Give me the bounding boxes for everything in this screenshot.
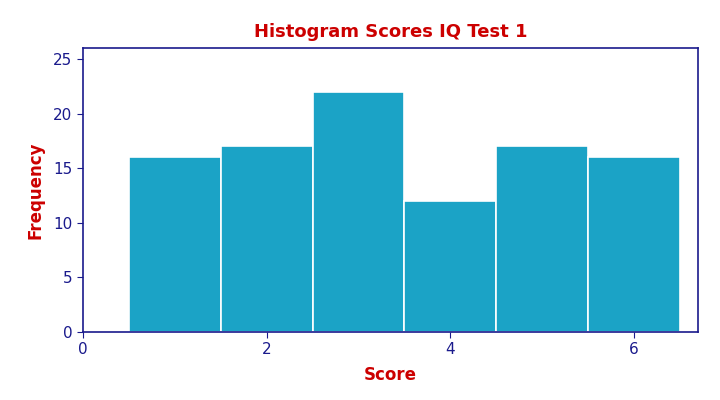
Bar bbox=[588, 157, 680, 332]
Y-axis label: Frequency: Frequency bbox=[27, 141, 45, 239]
Title: Histogram Scores IQ Test 1: Histogram Scores IQ Test 1 bbox=[254, 23, 527, 41]
Bar bbox=[496, 146, 588, 332]
X-axis label: Score: Score bbox=[364, 366, 417, 384]
Bar bbox=[220, 146, 312, 332]
Bar bbox=[129, 157, 220, 332]
Bar bbox=[405, 201, 496, 332]
Bar bbox=[312, 92, 405, 332]
